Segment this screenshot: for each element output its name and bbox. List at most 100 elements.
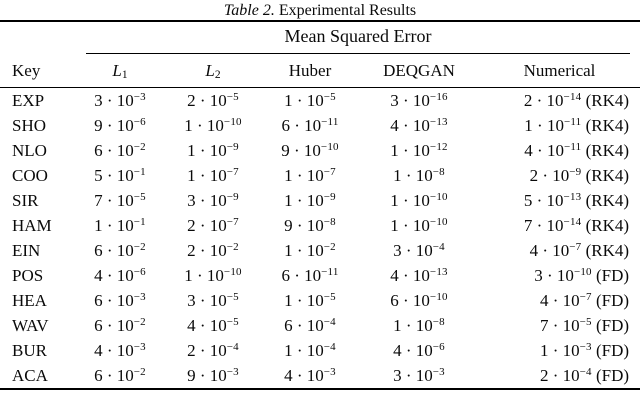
sci-exponent: −5 xyxy=(323,291,336,303)
row-key: EIN xyxy=(12,240,41,260)
sci-exponent: −2 xyxy=(133,316,146,328)
sci-exponent: −13 xyxy=(563,191,582,203)
sci-exponent: −9 xyxy=(569,166,582,178)
header-subscript: 1 xyxy=(121,69,128,81)
sci-exponent: −7 xyxy=(226,216,239,228)
row-key: COO xyxy=(12,165,48,185)
mse-value-cell: 6 · 10−2 xyxy=(75,238,165,263)
sci-mantissa: 1 · 10 xyxy=(284,190,324,210)
mse-value-cell: 3 · 10−16 xyxy=(359,88,479,114)
mse-value-cell: 9 · 10−6 xyxy=(75,113,165,138)
mse-value-cell: 7 · 10−14 (RK4) xyxy=(479,213,640,238)
numerical-method-label: (FD) xyxy=(591,265,630,285)
sci-mantissa: 3 · 10 xyxy=(94,90,134,110)
mse-value-cell: 4 · 10−6 xyxy=(359,338,479,363)
table-row-hea: HEA 6 · 10−3 3 · 10−5 1 · 10−5 6 · 10−10 4 · … xyxy=(0,288,640,313)
sci-mantissa: 1 · 10 xyxy=(393,165,433,185)
mse-value-cell: 1 · 10−10 xyxy=(359,213,479,238)
table-caption-label: Table 2. xyxy=(223,2,275,19)
numerical-method-label: (RK4) xyxy=(581,140,630,160)
numerical-method-label: (FD) xyxy=(591,290,630,310)
sci-mantissa: 6 · 10 xyxy=(94,365,134,385)
group-header-row: Mean Squared Error xyxy=(0,21,640,54)
mse-value-cell: 4 · 10−13 xyxy=(359,113,479,138)
sci-exponent: −2 xyxy=(323,241,336,253)
sci-exponent: −16 xyxy=(429,91,448,103)
col-header-key: Key xyxy=(0,54,75,88)
sci-mantissa: 1 · 10 xyxy=(187,165,227,185)
sci-exponent: −1 xyxy=(133,216,146,228)
sci-exponent: −9 xyxy=(323,191,336,203)
sci-exponent: −11 xyxy=(321,116,339,128)
numerical-method-label: (RK4) xyxy=(581,190,630,210)
mse-value-cell: 1 · 10−8 xyxy=(359,313,479,338)
sci-mantissa: 1 · 10 xyxy=(284,90,324,110)
sci-mantissa: 6 · 10 xyxy=(94,240,134,260)
table-row-sir: SIR 7 · 10−5 3 · 10−9 1 · 10−9 1 · 10−10 5 · … xyxy=(0,188,640,213)
sci-mantissa: 1 · 10 xyxy=(539,340,580,360)
mse-value-cell: 1 · 10−9 xyxy=(261,188,359,213)
mse-value-cell: 2 · 10−2 xyxy=(165,238,261,263)
table-row-coo: COO 5 · 10−1 1 · 10−7 1 · 10−7 1 · 10−8 2 · 1… xyxy=(0,163,640,188)
col-header-l1: L1 xyxy=(75,54,165,88)
sci-mantissa: 4 · 10 xyxy=(390,265,430,285)
sci-mantissa: 6 · 10 xyxy=(281,265,322,285)
sci-exponent: −6 xyxy=(133,266,146,278)
row-key: HEA xyxy=(12,290,47,310)
sci-mantissa: 1 · 10 xyxy=(187,140,227,160)
sci-mantissa: 3 · 10 xyxy=(187,290,227,310)
sci-mantissa: 3 · 10 xyxy=(393,365,433,385)
group-header-spacer xyxy=(0,21,75,54)
numerical-method-label: (RK4) xyxy=(581,240,630,260)
sci-exponent: −5 xyxy=(226,91,239,103)
table-row-aca: ACA 6 · 10−2 9 · 10−3 4 · 10−3 3 · 10−3 2 · 1… xyxy=(0,363,640,389)
mse-value-cell: 1 · 10−12 xyxy=(359,138,479,163)
sci-exponent: −10 xyxy=(223,116,242,128)
mse-value-cell: 4 · 10−13 xyxy=(359,263,479,288)
table-row-bur: BUR 4 · 10−3 2 · 10−4 1 · 10−4 4 · 10−6 1 · 1… xyxy=(0,338,640,363)
sci-mantissa: 3 · 10 xyxy=(534,265,574,285)
sci-mantissa: 9 · 10 xyxy=(284,215,324,235)
numerical-method-label: (RK4) xyxy=(581,165,630,185)
sci-exponent: −3 xyxy=(133,91,146,103)
numerical-method-label: (RK4) xyxy=(581,215,630,235)
sci-exponent: −4 xyxy=(323,316,336,328)
sci-mantissa: 2 · 10 xyxy=(523,90,564,110)
mse-value-cell: 3 · 10−9 xyxy=(165,188,261,213)
sci-mantissa: 2 · 10 xyxy=(187,340,227,360)
sci-exponent: −11 xyxy=(563,141,582,153)
sci-exponent: −5 xyxy=(226,291,239,303)
mse-value-cell: 1 · 10−11 (RK4) xyxy=(479,113,640,138)
mse-value-cell: 1 · 10−5 xyxy=(261,88,359,114)
mse-value-cell: 6 · 10−11 xyxy=(261,263,359,288)
sci-exponent: −1 xyxy=(133,166,146,178)
sci-exponent: −7 xyxy=(579,291,592,303)
sci-exponent: −6 xyxy=(133,116,146,128)
sci-exponent: −9 xyxy=(226,141,239,153)
mse-value-cell: 6 · 10−4 xyxy=(261,313,359,338)
mse-value-cell: 9 · 10−3 xyxy=(165,363,261,389)
mse-value-cell: 2 · 10−14 (RK4) xyxy=(479,88,640,114)
sci-mantissa: 3 · 10 xyxy=(187,190,227,210)
mse-value-cell: 2 · 10−9 (RK4) xyxy=(479,163,640,188)
row-key: HAM xyxy=(12,215,52,235)
mse-value-cell: 2 · 10−5 xyxy=(165,88,261,114)
col-header-deqgan: DEQGAN xyxy=(359,54,479,88)
mse-value-cell: 4 · 10−3 xyxy=(75,338,165,363)
mse-value-cell: 4 · 10−3 xyxy=(261,363,359,389)
sci-mantissa: 6 · 10 xyxy=(94,290,134,310)
sci-exponent: −11 xyxy=(321,266,339,278)
mse-value-cell: 1 · 10−10 xyxy=(165,113,261,138)
sci-mantissa: 9 · 10 xyxy=(94,115,134,135)
sci-mantissa: 1 · 10 xyxy=(390,215,430,235)
header-base: L xyxy=(205,60,215,80)
sci-exponent: −2 xyxy=(133,141,146,153)
sci-mantissa: 9 · 10 xyxy=(281,140,321,160)
row-key: SIR xyxy=(12,190,39,210)
sci-mantissa: 4 · 10 xyxy=(524,140,564,160)
numerical-method-label: (FD) xyxy=(591,340,630,360)
sci-exponent: −3 xyxy=(432,366,445,378)
mse-value-cell: 4 · 10−7 (FD) xyxy=(479,288,640,313)
mse-value-cell: 1 · 10−10 xyxy=(359,188,479,213)
mse-value-cell: 6 · 10−2 xyxy=(75,363,165,389)
